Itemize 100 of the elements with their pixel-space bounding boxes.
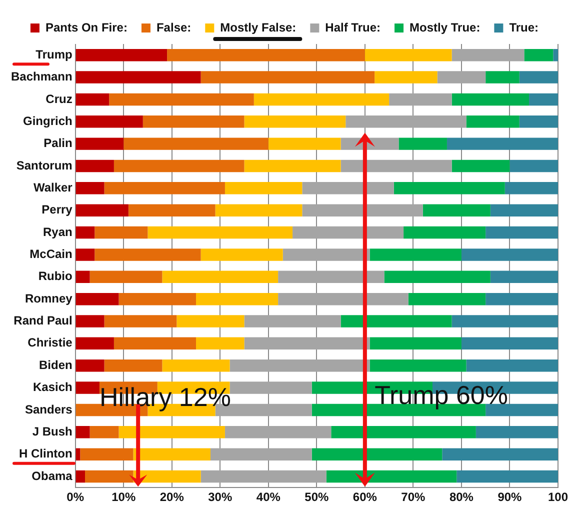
y-tick-label: Romney [25, 291, 73, 306]
bar [148, 226, 293, 239]
bar [346, 116, 466, 128]
bar [76, 292, 119, 306]
bar [76, 448, 80, 460]
bar [422, 204, 490, 216]
y-tick-label: Ryan [43, 224, 72, 239]
bar [76, 337, 114, 350]
x-tick-label: 0% [66, 490, 84, 504]
bar [200, 248, 283, 261]
bar [224, 426, 332, 438]
bar [504, 182, 558, 194]
y-tick-label: Christie [28, 336, 73, 350]
bar [340, 315, 452, 328]
bar [364, 48, 452, 62]
bar [466, 116, 520, 128]
bar [326, 470, 457, 483]
bar [282, 248, 370, 261]
bar [196, 337, 244, 350]
legend-label: True: [509, 20, 539, 34]
bar [118, 292, 196, 306]
bar [510, 160, 558, 172]
bar [176, 315, 244, 328]
bar [142, 116, 244, 128]
bar [90, 270, 162, 284]
bar [230, 359, 370, 372]
bar [224, 182, 302, 194]
bar [461, 337, 558, 350]
y-tick-label: Kasich [32, 380, 72, 394]
bar [109, 93, 254, 106]
y-tick-label: Palin [44, 136, 72, 150]
bar [215, 204, 302, 216]
bar [104, 359, 162, 372]
x-tick-label: 60% [352, 490, 378, 504]
x-tick-label: 50% [304, 490, 329, 504]
bar [80, 448, 134, 460]
legend-label: Half True: [325, 20, 381, 34]
y-tick-label: Gingrich [23, 114, 72, 128]
bar [442, 448, 558, 460]
bar [76, 226, 95, 239]
bar [76, 182, 104, 194]
bar [553, 48, 558, 62]
bar [490, 270, 558, 284]
bar [486, 226, 558, 239]
bar [437, 71, 486, 84]
y-tick-label: Biden [39, 358, 72, 372]
bar [210, 448, 312, 460]
bar [124, 138, 268, 150]
bar [302, 182, 394, 194]
bar [292, 226, 404, 239]
bar [384, 270, 490, 284]
bar [490, 204, 558, 216]
bar [162, 270, 278, 284]
bar [76, 315, 104, 328]
y-tick-label: Rand Paul [14, 314, 72, 328]
bar [278, 292, 408, 306]
y-tick-label: Trump [36, 47, 72, 62]
bar [466, 359, 558, 372]
bar [76, 93, 110, 106]
legend-label: Mostly True: [410, 20, 480, 34]
bar [389, 93, 452, 106]
bar [196, 292, 278, 306]
bar [76, 48, 168, 62]
bar [244, 337, 370, 350]
x-tick-label: 30% [208, 490, 232, 504]
bar [461, 248, 558, 261]
y-tick-label: H Clinton [19, 446, 72, 461]
x-tick-label: 90% [498, 490, 522, 504]
bar [452, 315, 558, 328]
bar [331, 426, 476, 438]
bar [76, 248, 95, 261]
legend-label: False: [156, 20, 192, 34]
bar [244, 116, 346, 128]
bar [524, 48, 554, 62]
bar [104, 315, 177, 328]
bar [404, 226, 486, 239]
bar [94, 248, 201, 261]
bar [162, 359, 230, 372]
bar [200, 470, 326, 483]
y-tick-label: McCain [30, 247, 72, 262]
y-tick-label: Walker [33, 180, 73, 194]
bar [486, 71, 520, 84]
bar [167, 48, 365, 62]
bar [456, 470, 558, 483]
x-tick-label: 70% [401, 490, 426, 504]
bar [452, 48, 524, 62]
x-tick-label: 20% [160, 490, 184, 504]
bar [374, 71, 438, 84]
bar [370, 248, 462, 261]
bar [200, 71, 375, 84]
bar [519, 116, 558, 128]
bar [104, 182, 225, 194]
bar [312, 448, 442, 460]
legend-label: Mostly False: [220, 20, 296, 34]
y-tick-label: J Bush [32, 424, 72, 438]
x-tick-label: 80% [449, 490, 474, 504]
bar [486, 404, 558, 416]
bar [452, 93, 530, 106]
bar [128, 204, 216, 216]
y-tick-label: Rubio [38, 269, 72, 284]
